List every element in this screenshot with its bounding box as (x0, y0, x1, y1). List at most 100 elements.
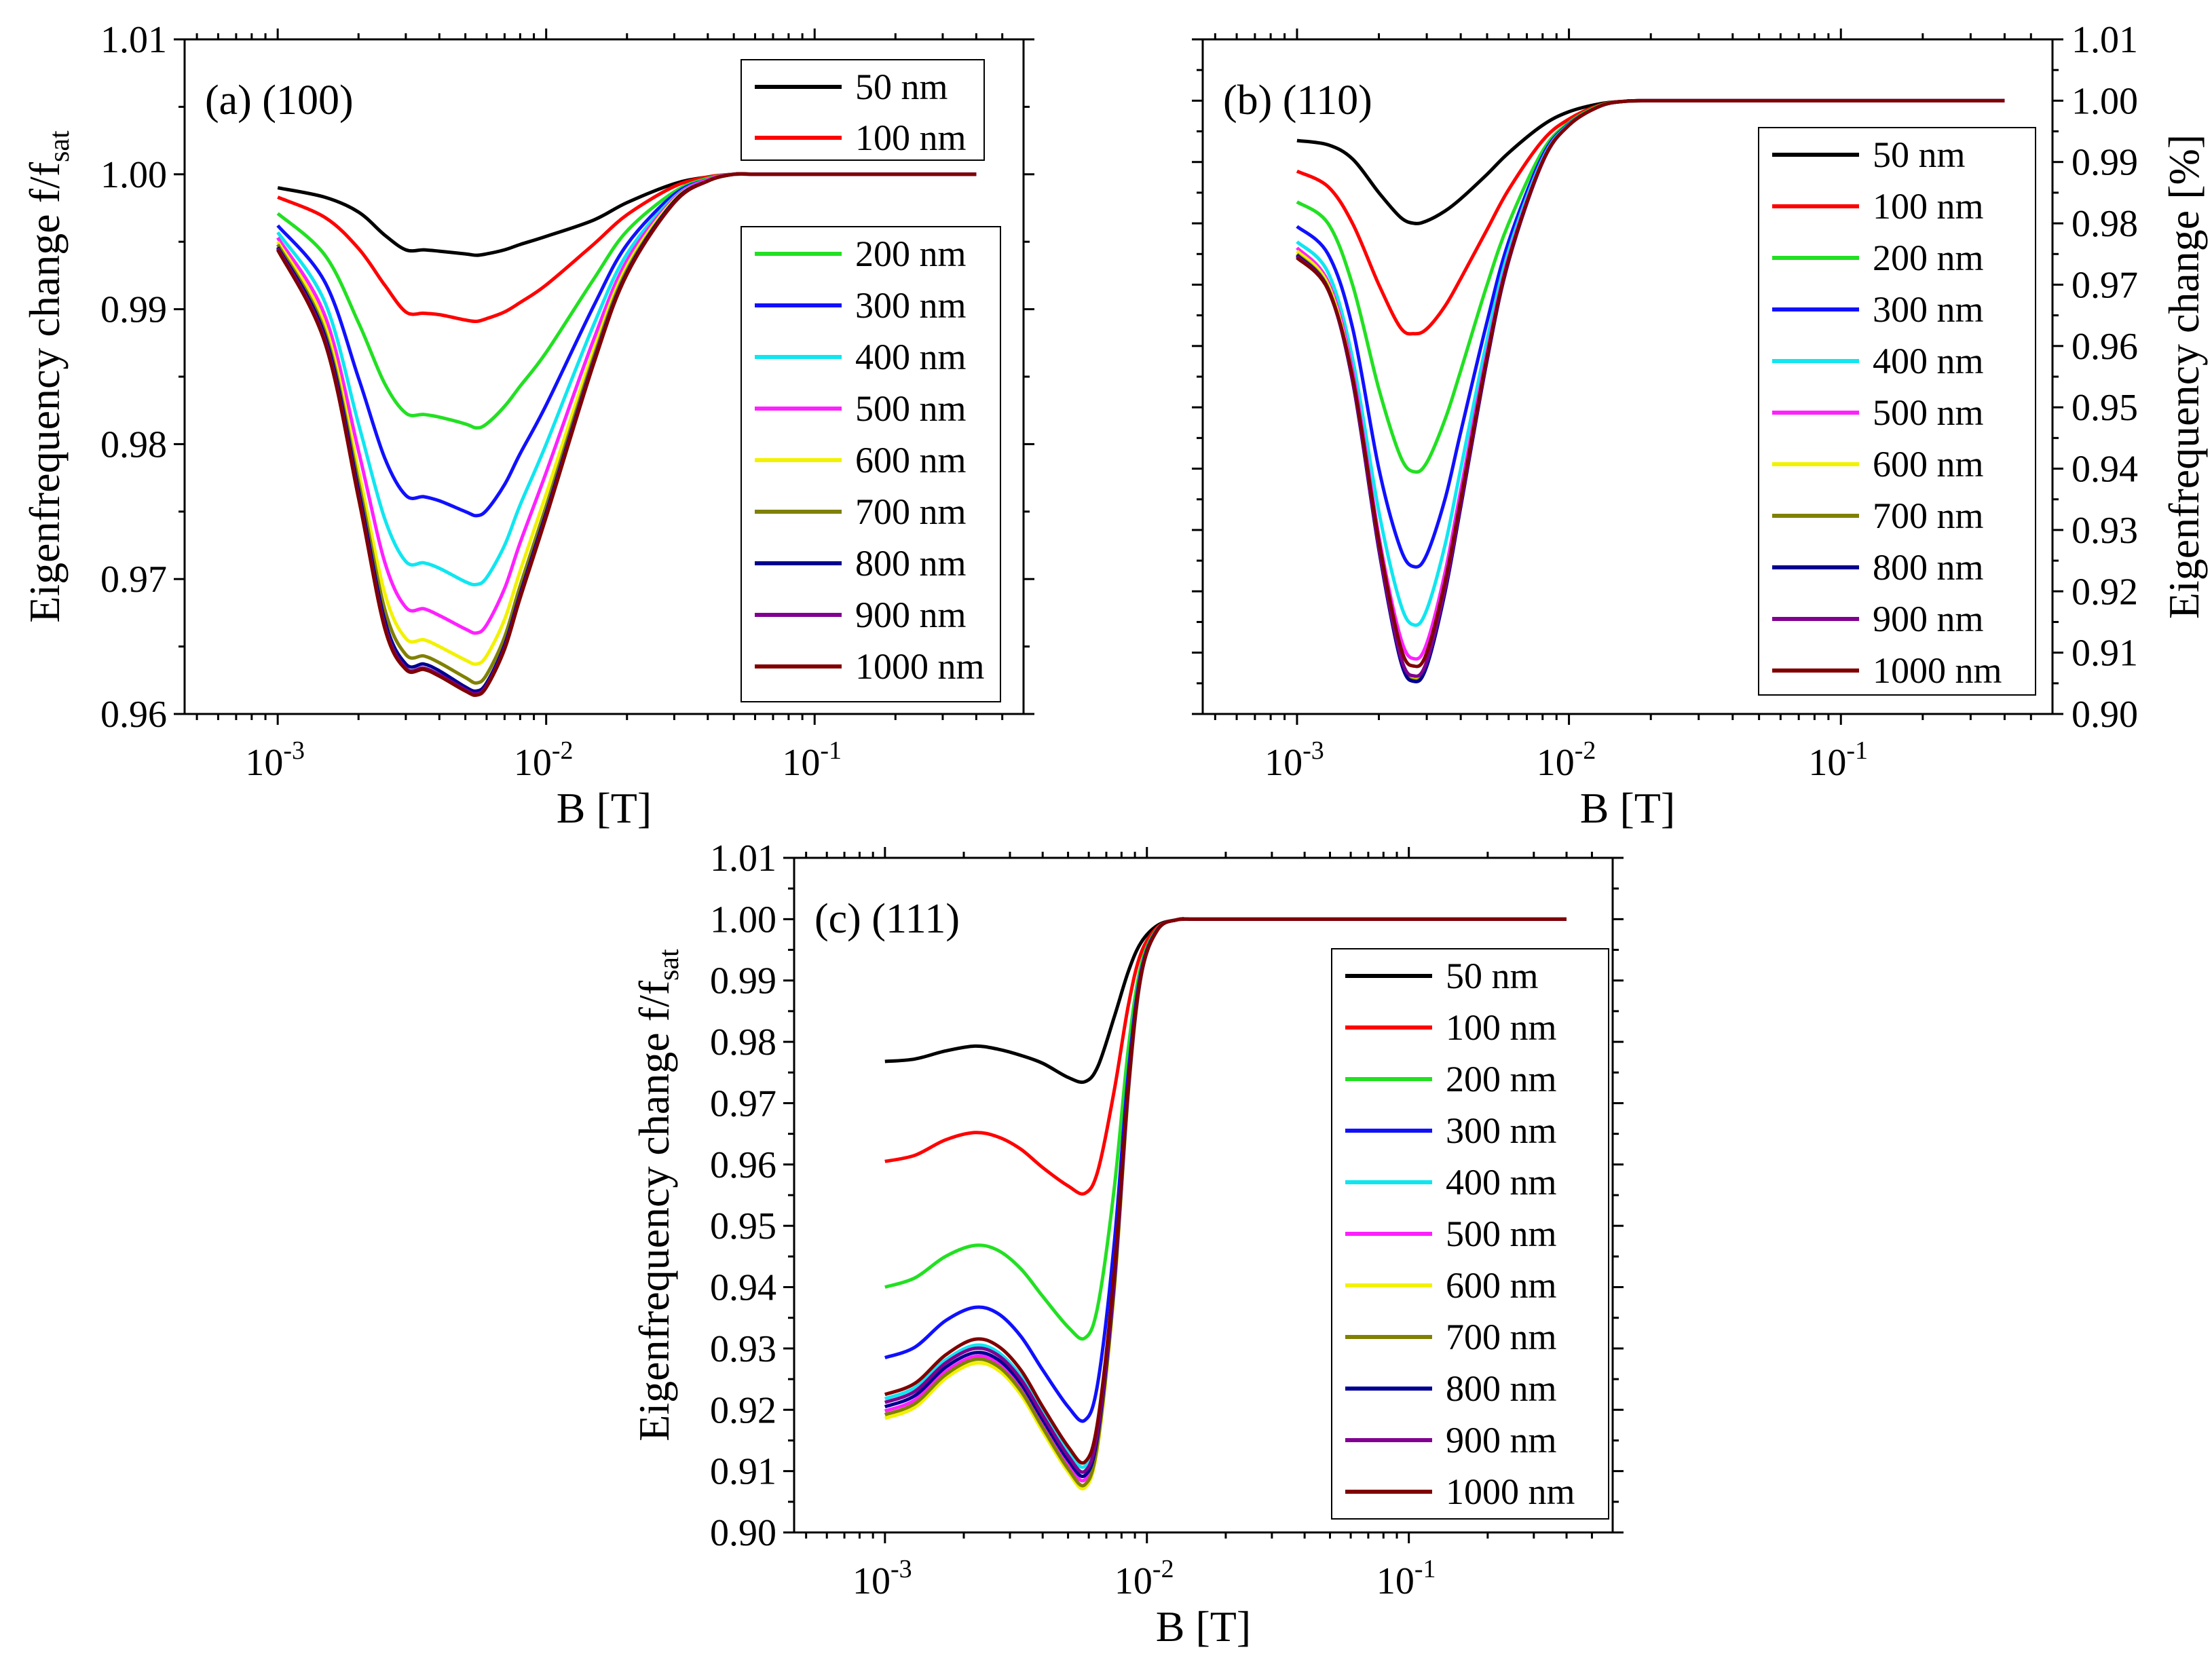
y-tick-label: 0.96 (2072, 326, 2138, 368)
series-line-1000-nm (884, 917, 1567, 1465)
legend-label-1000-nm: 1000 nm (855, 646, 985, 687)
y-axis-title-main: Eigenfrequency change f/f (20, 162, 69, 622)
legend-label-900-nm: 900 nm (1873, 599, 1984, 639)
x-axis-title: B [T] (1580, 784, 1675, 832)
x-tick-base: 10 (782, 742, 820, 784)
legend-label-600-nm: 600 nm (1446, 1265, 1557, 1306)
legend-label-100-nm: 100 nm (1446, 1007, 1557, 1048)
legend: 50 nm 100 nm 200 nm 300 nm 400 nm 500 nm 600 n… (1758, 127, 2036, 696)
x-axis-title: B [T] (557, 784, 652, 832)
y-tick-label: 0.98 (100, 423, 167, 466)
x-tick-base: 10 (1376, 1560, 1414, 1602)
y-tick-label: 1.00 (710, 899, 776, 941)
y-tick-label: 0.97 (100, 559, 167, 601)
legend-label-800-nm: 800 nm (855, 543, 967, 584)
legend-label-400-nm: 400 nm (1446, 1162, 1557, 1203)
x-tick-base: 10 (1808, 742, 1846, 784)
panel-label: (c) (111) (814, 896, 960, 942)
legend-label-500-nm: 500 nm (1873, 392, 1984, 433)
x-tick-label: 10-2 (1114, 1555, 1174, 1602)
y-tick-label: 0.94 (710, 1267, 776, 1309)
x-tick-label: 10-2 (514, 736, 574, 784)
legend: 200 nm 300 nm 400 nm 500 nm 600 nm 700 nm 800 … (741, 226, 1001, 702)
x-axis-title: B [T] (1156, 1602, 1251, 1651)
legend-label-300-nm: 300 nm (1446, 1110, 1557, 1151)
legend-label-200-nm: 200 nm (1873, 238, 1984, 278)
x-tick-label: 10-3 (1264, 736, 1324, 784)
legend-label-500-nm: 500 nm (1446, 1213, 1557, 1254)
series-group (276, 172, 977, 697)
y-tick-label: 0.90 (2072, 694, 2138, 736)
y-tick-label: 1.01 (100, 19, 167, 61)
legend: 50 nm 100 nm 200 nm 300 nm 400 nm 500 nm 600 n… (1331, 948, 1609, 1520)
y-tick-label: 0.94 (2072, 449, 2138, 491)
x-tick-exponent: -3 (283, 736, 305, 765)
x-tick-label: 10-1 (1376, 1555, 1436, 1602)
legend-label-700-nm: 700 nm (1446, 1317, 1557, 1357)
y-tick-label: 1.01 (2072, 19, 2138, 61)
legend-label-1000-nm: 1000 nm (1446, 1471, 1575, 1512)
y-tick-label: 1.00 (2072, 80, 2138, 122)
x-tick-base: 10 (1537, 742, 1575, 784)
legend-label-400-nm: 400 nm (855, 337, 967, 377)
y-tick-label: 0.96 (710, 1144, 776, 1186)
legend-frame (741, 59, 985, 161)
legend-label-200-nm: 200 nm (1446, 1059, 1557, 1099)
panel-label: (a) (100) (205, 77, 354, 124)
x-tick-label: 10-2 (1537, 736, 1596, 784)
y-tick-label: 0.99 (2072, 142, 2138, 184)
legend-label-1000-nm: 1000 nm (1873, 650, 2002, 691)
legend-label-300-nm: 300 nm (1873, 289, 1984, 330)
chart-panel-3: 0.90 0.91 0.92 0.93 0.94 0.95 0.96 0.97 0.98 0.99… (630, 837, 1624, 1651)
x-tick-exponent: -2 (1152, 1555, 1174, 1583)
legend-label-600-nm: 600 nm (1873, 444, 1984, 485)
legend-label-200-nm: 200 nm (855, 233, 967, 274)
legend-label-700-nm: 700 nm (1873, 495, 1984, 536)
y-tick-label: 0.95 (2072, 387, 2138, 429)
y-tick-label: 0.92 (2072, 571, 2138, 613)
legend-label-800-nm: 800 nm (1446, 1368, 1557, 1409)
x-tick-exponent: -3 (891, 1555, 912, 1583)
x-tick-exponent: -1 (1846, 736, 1868, 765)
x-tick-exponent: -1 (820, 736, 842, 765)
y-tick-label: 1.01 (710, 837, 776, 880)
x-tick-base: 10 (1114, 1560, 1152, 1602)
legend-label-300-nm: 300 nm (855, 285, 967, 326)
series-group (1296, 98, 2005, 683)
x-tick-label: 10-3 (852, 1555, 912, 1602)
legend-label-50-nm: 50 nm (1446, 956, 1539, 996)
x-tick-base: 10 (245, 742, 283, 784)
x-tick-base: 10 (1264, 742, 1302, 784)
y-tick-label: 0.90 (710, 1512, 776, 1554)
y-tick-label: 0.92 (710, 1389, 776, 1431)
chart-panel-2: 0.90 0.91 0.92 0.93 0.94 0.95 0.96 0.97 0.98 0.99… (1192, 19, 2208, 832)
x-tick-base: 10 (852, 1560, 891, 1602)
y-axis-title-subscript: sat (654, 949, 685, 981)
series-line-1000-nm (1296, 98, 2005, 668)
x-tick-exponent: -3 (1302, 736, 1324, 765)
x-tick-label: 10-1 (1808, 736, 1868, 784)
x-tick-base: 10 (514, 742, 552, 784)
legend: 50 nm 100 nm (741, 59, 985, 161)
y-tick-label: 0.91 (710, 1451, 776, 1493)
y-tick-label: 0.99 (100, 289, 167, 331)
panel-label: (b) (110) (1223, 77, 1372, 124)
y-tick-label: 0.99 (710, 960, 776, 1002)
y-tick-label: 0.93 (710, 1328, 776, 1370)
y-axis-title-main: Eigenfrequency change f/f (630, 980, 678, 1441)
legend-label-900-nm: 900 nm (855, 595, 967, 635)
legend-label-500-nm: 500 nm (855, 388, 967, 429)
series-line-1000-nm (276, 172, 977, 697)
series-group (884, 917, 1567, 1490)
legend-label-900-nm: 900 nm (1446, 1420, 1557, 1461)
y-tick-label: 0.97 (710, 1082, 776, 1125)
y-axis-title: Eigenfrequency change [%] (2160, 134, 2208, 619)
y-tick-label: 0.98 (2072, 203, 2138, 245)
y-tick-label: 0.96 (100, 694, 167, 736)
legend-label-700-nm: 700 nm (855, 491, 967, 532)
x-tick-exponent: -2 (1575, 736, 1596, 765)
y-tick-label: 0.97 (2072, 264, 2138, 306)
legend-label-100-nm: 100 nm (855, 117, 967, 158)
legend-label-800-nm: 800 nm (1873, 547, 1984, 588)
